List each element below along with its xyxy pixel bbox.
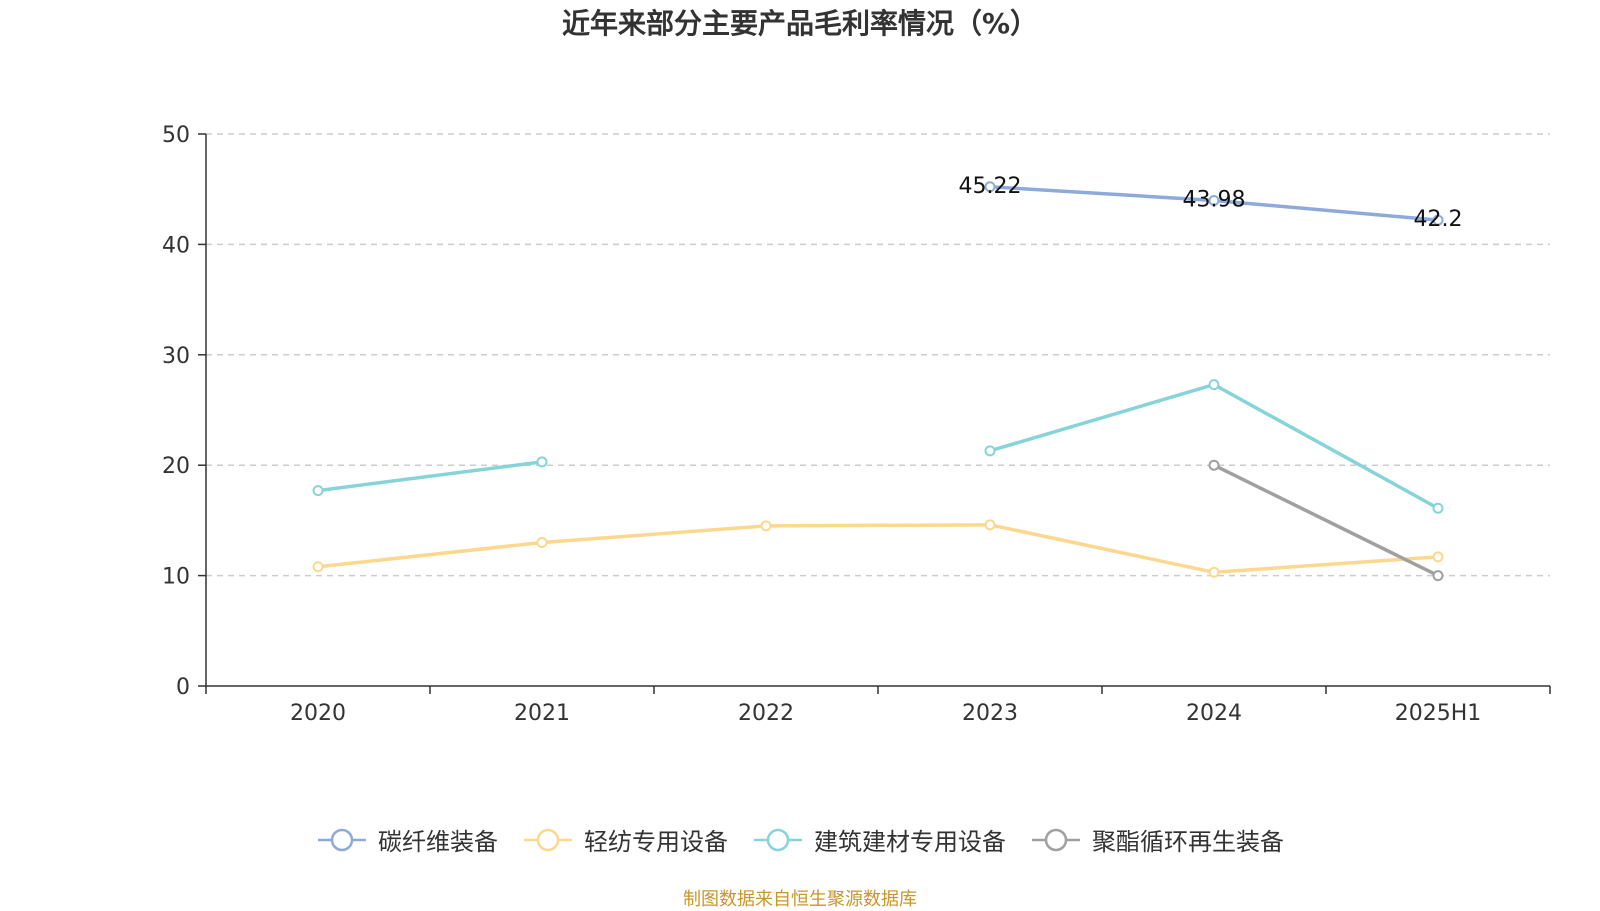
data-point [984, 445, 996, 457]
legend-swatch [524, 828, 572, 851]
series-line-segment [988, 523, 1216, 575]
data-point [1208, 194, 1220, 206]
legend-item[interactable]: 轻纺专用设备 [522, 822, 728, 857]
y-tick-label: 50 [162, 123, 190, 148]
x-tick-label: 2021 [514, 701, 570, 726]
grid-lines [206, 133, 1550, 577]
data-point [1432, 214, 1444, 226]
data-label: 43.98 [1183, 187, 1246, 212]
legend-item[interactable]: 建筑建材专用设备 [752, 822, 1006, 857]
chart-legend: 碳纤维装备 轻纺专用设备 建筑建材专用设备 聚酯循环再生装备 [0, 822, 1600, 857]
data-point [1432, 502, 1444, 514]
data-point [1432, 551, 1444, 563]
series-line-segment [316, 540, 544, 569]
x-tick-label: 2020 [290, 701, 346, 726]
legend-label: 聚酯循环再生装备 [1092, 828, 1284, 856]
legend-swatch [318, 828, 366, 851]
series-group [312, 519, 1444, 578]
data-point [536, 456, 548, 468]
series-group [984, 181, 1444, 226]
data-point [312, 561, 324, 573]
data-label: 45.22 [959, 174, 1022, 199]
legend-swatch [1032, 828, 1080, 851]
series-line-segment [988, 185, 1216, 203]
y-tick-label: 0 [176, 675, 190, 700]
y-tick-label: 10 [162, 565, 190, 590]
series-line-segment [1212, 555, 1440, 575]
series-group [312, 379, 1444, 514]
data-point [536, 536, 548, 548]
x-tick-label: 2023 [962, 701, 1018, 726]
legend-item[interactable]: 碳纤维装备 [316, 822, 498, 857]
series-line-segment [1212, 463, 1440, 578]
series-line-segment [1212, 198, 1440, 222]
data-label: 42.2 [1414, 207, 1463, 232]
legend-swatch [754, 828, 802, 851]
series-line-segment [316, 460, 544, 493]
legend-marker [1044, 828, 1068, 851]
axes: 0 10 20 30 40 50 2020 2021 2022 2023 2024 2025H1 [162, 123, 1551, 726]
series-line-segment [540, 524, 768, 545]
legend-label: 碳纤维装备 [378, 828, 498, 856]
data-labels: 45.22 43.98 42.2 [959, 174, 1463, 232]
data-point [312, 485, 324, 497]
legend-marker [536, 828, 560, 851]
y-tick-label: 30 [162, 344, 190, 369]
legend-marker [766, 828, 790, 851]
data-point [1208, 379, 1220, 391]
series-group [1208, 459, 1444, 582]
series-line-segment [1212, 382, 1440, 511]
source-note: 制图数据来自恒生聚源数据库 [683, 889, 917, 910]
legend-label: 轻纺专用设备 [584, 828, 728, 856]
series-line-segment [764, 523, 992, 528]
data-point [1208, 566, 1220, 578]
line-chart: 0 10 20 30 40 50 2020 2021 2022 2023 2024 2025H1 45… [162, 123, 1551, 726]
data-point [1208, 459, 1220, 471]
y-tick-label: 40 [162, 233, 190, 258]
x-tick-label: 2024 [1186, 701, 1242, 726]
data-point [1432, 570, 1444, 582]
legend-marker [330, 828, 354, 851]
legend-label: 建筑建材专用设备 [814, 828, 1006, 856]
x-tick-label: 2022 [738, 701, 794, 726]
data-point [760, 520, 772, 532]
series-line-segment [988, 382, 1216, 453]
x-tick-label: 2025H1 [1395, 701, 1482, 726]
chart-title: 近年来部分主要产品毛利率情况（%） [561, 7, 1039, 40]
data-point [984, 181, 996, 193]
series-lines [312, 181, 1444, 582]
y-tick-label: 20 [162, 454, 190, 479]
legend-item[interactable]: 聚酯循环再生装备 [1030, 822, 1284, 857]
data-point [984, 519, 996, 531]
